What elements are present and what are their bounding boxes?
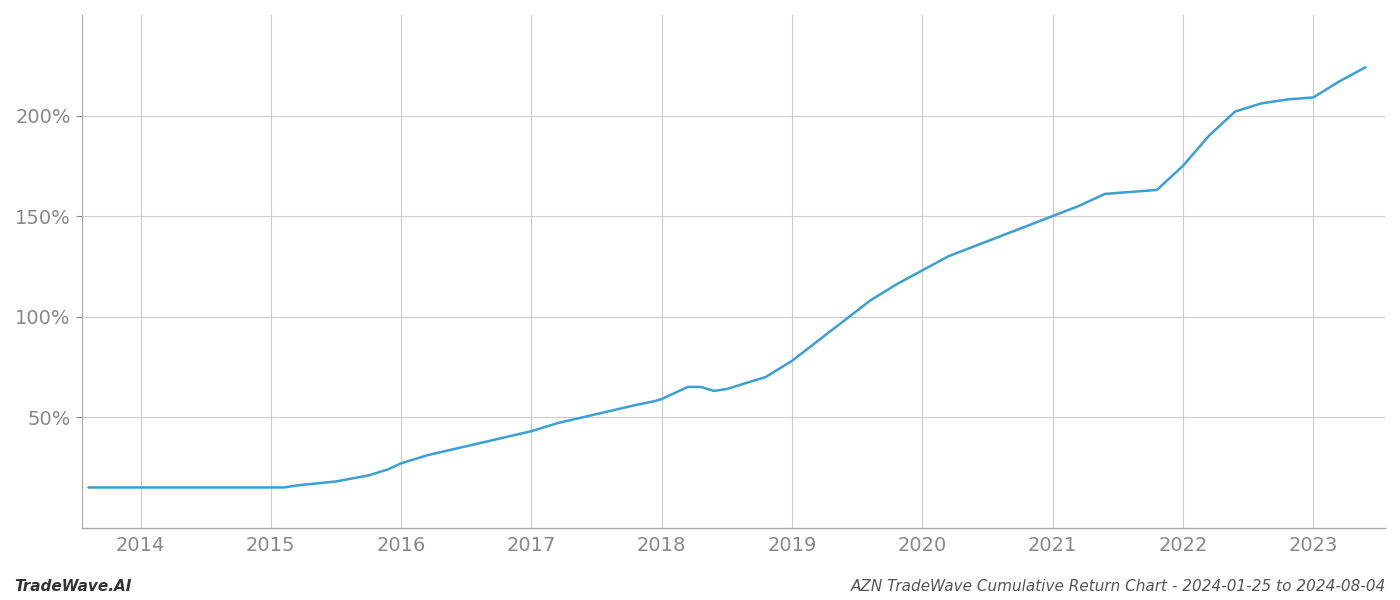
Text: AZN TradeWave Cumulative Return Chart - 2024-01-25 to 2024-08-04: AZN TradeWave Cumulative Return Chart - … <box>851 579 1386 594</box>
Text: TradeWave.AI: TradeWave.AI <box>14 579 132 594</box>
